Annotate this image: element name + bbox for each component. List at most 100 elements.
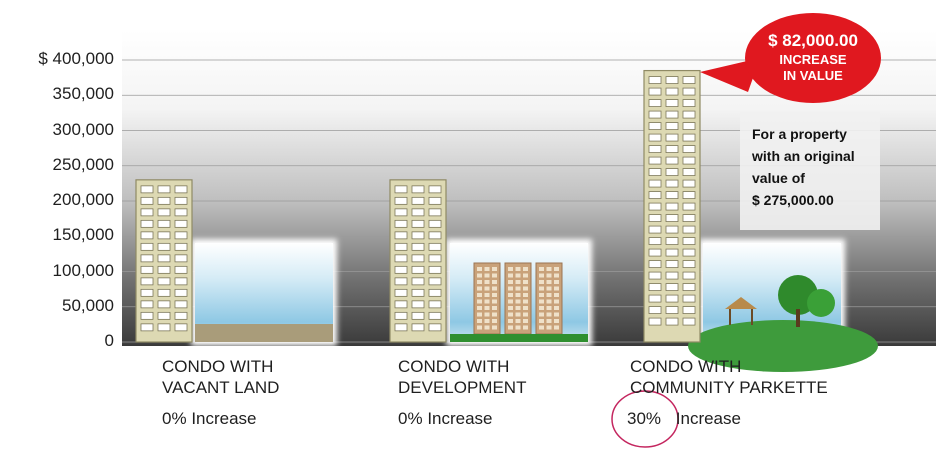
gazebo bbox=[725, 297, 757, 309]
window bbox=[648, 294, 662, 303]
window bbox=[140, 231, 154, 240]
window bbox=[682, 260, 696, 268]
window bbox=[682, 99, 696, 107]
window bbox=[394, 185, 408, 194]
window bbox=[174, 231, 188, 240]
window bbox=[648, 214, 662, 222]
window bbox=[140, 242, 154, 251]
increase-text-2: Increase bbox=[427, 409, 493, 428]
window bbox=[682, 271, 696, 280]
window bbox=[174, 323, 188, 332]
y-tick-label: 100,000 bbox=[52, 260, 114, 280]
window bbox=[682, 225, 696, 234]
window bbox=[174, 254, 188, 263]
window bbox=[428, 277, 442, 286]
window bbox=[665, 260, 679, 268]
window bbox=[648, 110, 662, 119]
window bbox=[648, 317, 662, 326]
window bbox=[174, 208, 188, 217]
callout-text: $ 82,000.00 INCREASE IN VALUE bbox=[752, 30, 874, 84]
window bbox=[428, 208, 442, 217]
window bbox=[682, 76, 696, 84]
window bbox=[394, 208, 408, 217]
window bbox=[411, 208, 425, 217]
window bbox=[648, 87, 662, 96]
category-label-1-line1: CONDO WITH bbox=[162, 357, 274, 376]
window bbox=[157, 288, 171, 297]
window bbox=[157, 277, 171, 286]
window bbox=[682, 248, 696, 257]
scenes bbox=[191, 239, 878, 372]
increase-value-1: 0% bbox=[162, 409, 187, 428]
window bbox=[682, 294, 696, 303]
window bbox=[140, 265, 154, 274]
window bbox=[140, 208, 154, 217]
window bbox=[428, 196, 442, 205]
window bbox=[665, 271, 679, 280]
window bbox=[394, 265, 408, 274]
note-box bbox=[740, 112, 880, 230]
y-tick-label: 50,000 bbox=[62, 295, 114, 315]
window bbox=[411, 288, 425, 297]
category-label-2-line2: DEVELOPMENT bbox=[398, 378, 527, 397]
window bbox=[394, 277, 408, 286]
callout-bubble bbox=[700, 13, 881, 103]
window bbox=[648, 271, 662, 280]
callout-line2: IN VALUE bbox=[783, 68, 843, 83]
bars bbox=[135, 69, 701, 343]
window bbox=[682, 306, 696, 314]
window bbox=[648, 145, 662, 153]
increase-value-2: 0% bbox=[398, 409, 423, 428]
window bbox=[428, 219, 442, 228]
bar-building-2 bbox=[389, 179, 447, 343]
category-label-3-line1: CONDO WITH bbox=[630, 357, 742, 376]
bar-building-1 bbox=[135, 179, 193, 343]
window bbox=[428, 185, 442, 194]
window bbox=[682, 214, 696, 222]
window bbox=[411, 196, 425, 205]
window bbox=[682, 145, 696, 153]
window bbox=[157, 300, 171, 309]
note-line-1: For a property bbox=[752, 126, 847, 142]
window bbox=[394, 242, 408, 251]
window bbox=[682, 179, 696, 188]
window bbox=[648, 202, 662, 211]
category-label-1: CONDO WITH VACANT LAND bbox=[162, 356, 279, 398]
window bbox=[411, 323, 425, 332]
category-label-3: CONDO WITH COMMUNITY PARKETTE bbox=[630, 356, 828, 398]
y-tick-label: $ 400,000 bbox=[38, 49, 114, 68]
window bbox=[428, 265, 442, 274]
window bbox=[665, 214, 679, 222]
window bbox=[140, 277, 154, 286]
window bbox=[394, 196, 408, 205]
window bbox=[411, 231, 425, 240]
window bbox=[665, 110, 679, 119]
increase-label-1: 0% Increase bbox=[162, 409, 257, 429]
increase-label-2: 0% Increase bbox=[398, 409, 493, 429]
window bbox=[682, 202, 696, 211]
window bbox=[665, 99, 679, 107]
increase-value-3: 30% bbox=[627, 409, 662, 428]
increase-label-3: 30% Increase bbox=[627, 409, 741, 429]
window bbox=[174, 185, 188, 194]
window bbox=[665, 133, 679, 142]
window bbox=[428, 288, 442, 297]
window bbox=[682, 110, 696, 119]
window bbox=[411, 277, 425, 286]
window bbox=[665, 248, 679, 257]
window bbox=[648, 248, 662, 257]
window bbox=[682, 87, 696, 96]
window bbox=[648, 133, 662, 142]
window bbox=[394, 323, 408, 332]
window bbox=[174, 277, 188, 286]
window bbox=[157, 219, 171, 228]
note-line-4: $ 275,000.00 bbox=[752, 192, 834, 208]
window bbox=[411, 242, 425, 251]
window bbox=[140, 185, 154, 194]
window bbox=[174, 288, 188, 297]
window bbox=[648, 156, 662, 165]
bar-building-3 bbox=[643, 69, 701, 343]
window bbox=[411, 254, 425, 263]
window bbox=[682, 317, 696, 326]
window bbox=[428, 254, 442, 263]
